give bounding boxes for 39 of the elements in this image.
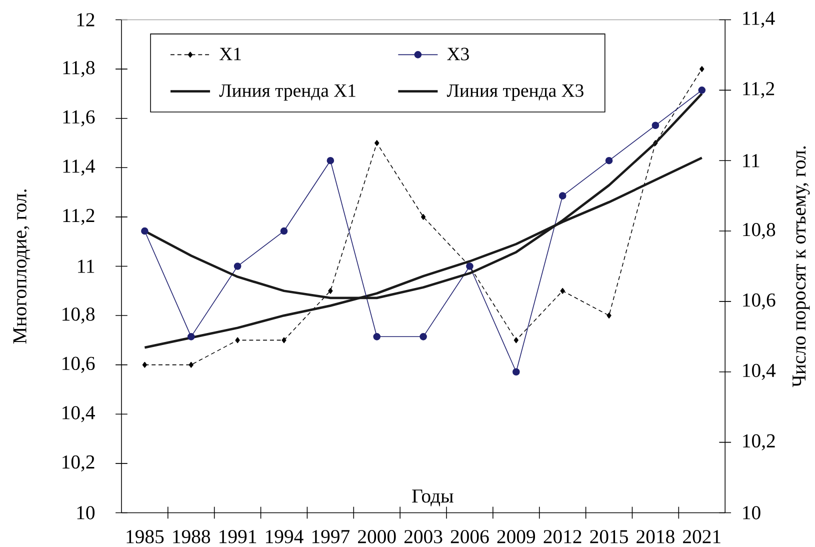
y-tick-label: 11,2 xyxy=(63,208,94,225)
legend-label: X3 xyxy=(447,48,469,60)
y-tick-label: 10,4 xyxy=(62,406,95,422)
legend-label: X1 xyxy=(220,48,241,60)
y2-tick-label: 10,2 xyxy=(743,434,775,450)
y2-tick-label: 10,6 xyxy=(743,293,776,310)
legend-label: Линия тренда X3 xyxy=(446,84,584,101)
x-tick-label: 1985 xyxy=(126,530,164,544)
y-tick-label: 11,4 xyxy=(63,159,95,176)
legend-label: Линия тренда X1 xyxy=(219,84,356,101)
y-tick-label: 11,6 xyxy=(63,110,95,126)
x-tick-label: 1994 xyxy=(266,530,304,544)
x-tick-label: 2000 xyxy=(358,530,396,544)
x-tick-label: 2012 xyxy=(544,530,582,544)
y2-tick-label: 11,2 xyxy=(743,82,774,98)
x-tick-label: 2015 xyxy=(590,530,628,544)
y2-axis-title: Число поросят к отъему, гол. xyxy=(792,146,810,387)
y2-tick-label: 11,4 xyxy=(743,12,775,28)
x-tick-label: 2003 xyxy=(404,530,442,544)
y2-tick-label: 10,8 xyxy=(743,222,776,239)
y-tick-label: 12 xyxy=(77,13,94,26)
y2-tick-label: 10,4 xyxy=(743,364,776,380)
y-axis-title: Многоплодие, гол. xyxy=(13,189,30,344)
x-tick-label: 2009 xyxy=(497,530,536,544)
y-tick-label: 11 xyxy=(78,260,94,273)
y-tick-label: 10 xyxy=(77,506,95,520)
x-tick-label: 1997 xyxy=(312,530,350,544)
x-tick-label: 1991 xyxy=(220,530,256,544)
y2-tick-label: 10 xyxy=(743,506,760,520)
y-tick-label: 10,8 xyxy=(62,307,95,324)
y-tick-label: 10,6 xyxy=(62,356,95,373)
y-tick-label: 11,8 xyxy=(63,60,95,77)
x-tick-label: 1988 xyxy=(173,530,210,544)
x-tick-label: 2021 xyxy=(683,530,720,544)
x-axis-title: Годы xyxy=(412,489,454,506)
y2-tick-label: 11 xyxy=(743,154,760,167)
y-tick-label: 10,2 xyxy=(62,455,94,472)
x-tick-label: 2018 xyxy=(636,530,674,544)
x-tick-label: 2006 xyxy=(450,530,489,544)
